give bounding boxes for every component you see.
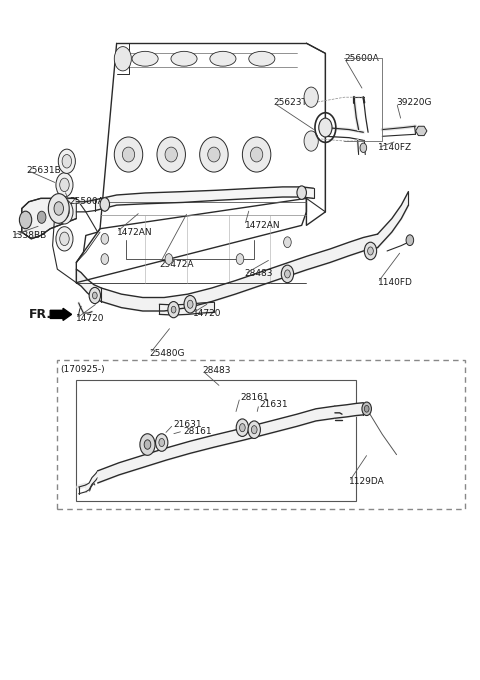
Text: 21631: 21631 xyxy=(259,400,288,409)
Circle shape xyxy=(240,424,245,432)
Circle shape xyxy=(184,296,196,313)
Text: 1472AN: 1472AN xyxy=(245,221,280,230)
Ellipse shape xyxy=(157,137,185,172)
Ellipse shape xyxy=(208,147,220,162)
Circle shape xyxy=(60,232,69,245)
Text: 28161: 28161 xyxy=(183,426,212,436)
Text: 25480G: 25480G xyxy=(150,349,185,358)
Ellipse shape xyxy=(165,147,178,162)
Text: 1338BB: 1338BB xyxy=(12,231,48,240)
Text: 14720: 14720 xyxy=(76,314,105,323)
Circle shape xyxy=(60,205,69,218)
Text: 39220G: 39220G xyxy=(396,98,432,107)
Ellipse shape xyxy=(122,147,135,162)
Polygon shape xyxy=(22,199,76,239)
Ellipse shape xyxy=(132,51,158,66)
Circle shape xyxy=(304,87,318,107)
Ellipse shape xyxy=(200,137,228,172)
Text: 1140FZ: 1140FZ xyxy=(378,143,412,152)
Circle shape xyxy=(364,405,369,412)
Text: FR.: FR. xyxy=(29,308,52,321)
Circle shape xyxy=(114,47,132,71)
Circle shape xyxy=(37,211,46,223)
Text: 28483: 28483 xyxy=(202,366,230,375)
Circle shape xyxy=(252,426,257,434)
Circle shape xyxy=(100,198,109,211)
Text: 21631: 21631 xyxy=(174,420,202,429)
Circle shape xyxy=(159,439,165,447)
Circle shape xyxy=(406,235,414,245)
Circle shape xyxy=(93,292,97,299)
Circle shape xyxy=(165,254,173,265)
Circle shape xyxy=(19,211,32,228)
Circle shape xyxy=(62,154,72,168)
Ellipse shape xyxy=(210,51,236,66)
Text: 28483: 28483 xyxy=(245,269,273,278)
Circle shape xyxy=(248,421,261,439)
Circle shape xyxy=(304,131,318,151)
Ellipse shape xyxy=(171,51,197,66)
Circle shape xyxy=(319,118,332,137)
Text: 25472A: 25472A xyxy=(159,260,194,269)
Circle shape xyxy=(297,186,306,199)
Circle shape xyxy=(101,233,108,244)
Circle shape xyxy=(144,440,151,449)
Circle shape xyxy=(168,301,179,318)
Circle shape xyxy=(54,202,63,216)
Circle shape xyxy=(360,143,367,152)
Circle shape xyxy=(56,173,73,197)
Bar xyxy=(76,381,356,500)
Circle shape xyxy=(368,247,373,255)
Text: 25500A: 25500A xyxy=(69,197,104,206)
Text: 14720: 14720 xyxy=(192,309,221,318)
Text: (170925-): (170925-) xyxy=(60,364,105,373)
Circle shape xyxy=(58,149,75,173)
Text: 28161: 28161 xyxy=(240,393,269,402)
Bar xyxy=(57,360,466,509)
Circle shape xyxy=(89,288,100,303)
Circle shape xyxy=(60,178,69,192)
Circle shape xyxy=(187,300,193,308)
Circle shape xyxy=(101,254,108,265)
Text: 25623T: 25623T xyxy=(273,98,307,107)
Circle shape xyxy=(236,254,244,265)
Circle shape xyxy=(156,434,168,452)
Text: 1472AN: 1472AN xyxy=(117,228,152,237)
FancyArrow shape xyxy=(50,308,72,320)
Circle shape xyxy=(56,200,73,224)
Circle shape xyxy=(364,242,377,260)
Circle shape xyxy=(171,306,176,313)
Ellipse shape xyxy=(251,147,263,162)
Circle shape xyxy=(362,402,372,415)
Polygon shape xyxy=(416,126,427,135)
Circle shape xyxy=(56,226,73,251)
Ellipse shape xyxy=(242,137,271,172)
Circle shape xyxy=(140,434,155,456)
Circle shape xyxy=(48,194,69,223)
Text: 1140FD: 1140FD xyxy=(378,278,412,287)
Text: 25631B: 25631B xyxy=(26,165,61,175)
Circle shape xyxy=(285,270,290,278)
Circle shape xyxy=(281,265,294,283)
Ellipse shape xyxy=(114,137,143,172)
Text: 1129DA: 1129DA xyxy=(349,477,385,486)
Circle shape xyxy=(284,237,291,248)
Circle shape xyxy=(236,419,249,437)
Ellipse shape xyxy=(249,51,275,66)
Text: 25600A: 25600A xyxy=(344,54,379,63)
